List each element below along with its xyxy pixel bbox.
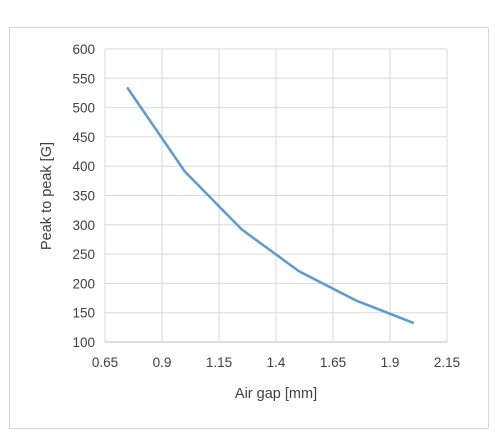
- y-tick-label: 250: [72, 247, 95, 262]
- y-tick-label: 500: [72, 101, 95, 116]
- tick-labels: 100 150 200 250 300 350 400 450 500 550 600 0.65 0.9…: [72, 42, 460, 370]
- x-tick-label: 0.65: [92, 355, 118, 370]
- y-tick-label: 100: [72, 335, 95, 350]
- chart-frame: [9, 27, 489, 429]
- x-tick-label: 1.4: [267, 355, 286, 370]
- y-axis-title: Peak to peak [G]: [39, 142, 55, 250]
- series-layer: [126, 87, 415, 324]
- series-line: [126, 87, 415, 324]
- y-tick-label: 300: [72, 218, 95, 233]
- y-tick-label: 200: [72, 276, 95, 291]
- y-tick-label: 350: [72, 189, 95, 204]
- y-tick-label: 600: [72, 42, 95, 57]
- x-tick-label: 0.9: [153, 355, 172, 370]
- gridlines: [104, 48, 448, 342]
- y-tick-label: 400: [72, 159, 95, 174]
- x-axis-title: Air gap [mm]: [235, 386, 317, 402]
- x-tick-label: 1.15: [206, 355, 232, 370]
- x-tick-label: 1.65: [320, 355, 346, 370]
- y-tick-label: 550: [72, 71, 95, 86]
- x-tick-label: 1.9: [381, 355, 400, 370]
- y-tick-label: 450: [72, 130, 95, 145]
- x-tick-label: 2.15: [434, 355, 460, 370]
- y-tick-label: 150: [72, 306, 95, 321]
